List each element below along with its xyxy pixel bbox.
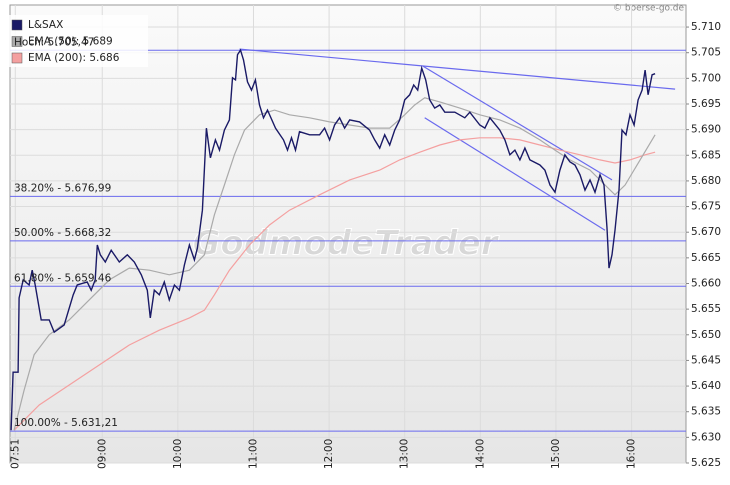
x-tick-label: 15:00 bbox=[550, 439, 562, 469]
y-tick-label: 5.695 bbox=[691, 98, 721, 110]
plot-area bbox=[9, 4, 687, 464]
x-tick-label: 12:00 bbox=[323, 439, 335, 469]
legend-swatch bbox=[11, 52, 23, 64]
x-tick-label: 13:00 bbox=[399, 439, 411, 469]
y-tick-label: 5.635 bbox=[691, 406, 721, 418]
x-tick-label: 10:00 bbox=[172, 439, 184, 469]
level-label: 50.00% - 5.668,32 bbox=[14, 227, 111, 239]
y-tick-label: 5.680 bbox=[691, 175, 721, 187]
legend-label: L&SAX bbox=[28, 19, 63, 31]
legend-box bbox=[8, 15, 148, 67]
series-line bbox=[13, 137, 656, 431]
y-tick-label: 5.670 bbox=[691, 226, 721, 238]
y-tick-label: 5.630 bbox=[691, 431, 721, 443]
x-tick-label: 07:51 bbox=[9, 439, 21, 469]
level-label: 100.00% - 5.631,21 bbox=[14, 417, 118, 429]
y-tick-label: 5.675 bbox=[691, 201, 721, 213]
level-label: 61.80% - 5.659,46 bbox=[14, 272, 112, 284]
legend-label: EMA (50): 5.689 bbox=[28, 36, 113, 48]
series-line bbox=[10, 48, 656, 431]
legend-swatch bbox=[11, 19, 23, 31]
x-tick-label: 11:00 bbox=[247, 439, 259, 469]
watermark: GodmodeTrader bbox=[192, 224, 499, 264]
x-tick-label: 14:00 bbox=[474, 439, 486, 469]
x-tick-label: 16:00 bbox=[626, 439, 638, 469]
x-tick-label: 09:00 bbox=[96, 439, 108, 469]
y-tick-label: 5.625 bbox=[691, 457, 721, 469]
y-tick-label: 5.660 bbox=[691, 277, 721, 289]
y-tick-label: 5.650 bbox=[691, 329, 721, 341]
copyright: © boerse-go.de bbox=[613, 4, 684, 14]
y-tick-label: 5.685 bbox=[691, 149, 721, 161]
y-tick-label: 5.700 bbox=[691, 72, 721, 84]
level-label: 38.20% - 5.676,99 bbox=[14, 182, 111, 194]
y-tick-label: 5.665 bbox=[691, 252, 721, 264]
trendline bbox=[424, 117, 606, 231]
legend-label: EMA (200): 5.686 bbox=[28, 52, 120, 64]
legend-swatch bbox=[11, 36, 23, 47]
y-tick-label: 5.710 bbox=[691, 21, 721, 33]
series-line bbox=[13, 97, 656, 431]
y-tick-label: 5.705 bbox=[691, 47, 721, 59]
y-tick-label: 5.645 bbox=[691, 354, 721, 366]
y-tick-label: 5.655 bbox=[691, 303, 721, 315]
y-tick-label: 5.640 bbox=[691, 380, 721, 392]
level-label: Hoch: 5.705,47 bbox=[14, 36, 94, 48]
trendline bbox=[239, 48, 676, 90]
y-tick-label: 5.690 bbox=[691, 124, 721, 136]
trendline bbox=[422, 65, 613, 181]
